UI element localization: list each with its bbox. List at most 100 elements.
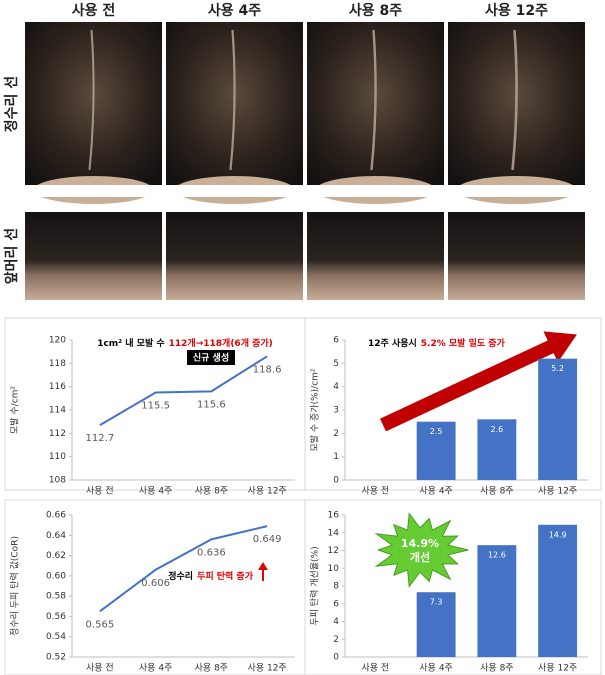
x-tick-label: 사용 전 [362,486,390,497]
value-label: 5.2 [551,364,564,373]
y-tick-label: 6 [333,336,339,346]
value-label: 0.606 [141,578,170,589]
annotation-highlight: 두피 탄력 증가 [197,570,254,582]
parting [229,29,236,171]
y-axis-label: 모발 수 증가(%)/cm² [310,368,321,451]
y-tick-label: 6 [333,599,339,609]
x-tick-label: 사용 4주 [419,663,452,674]
column-header: 사용 8주 [349,3,402,19]
value-label: 0.565 [86,619,115,630]
y-axis-label: 두피 탄력 개선율(%) [309,546,321,625]
y-tick-label: 1 [333,452,339,462]
y-tick-label: 0.60 [46,571,66,581]
column-header: 사용 전 [72,2,116,19]
bar [538,358,578,480]
value-label: 7.3 [430,598,443,607]
burst [374,512,469,588]
line [99,355,268,427]
bar [477,545,517,657]
x-tick-label: 사용 8주 [195,663,228,674]
y-tick-label: 114 [49,406,66,416]
trend-arrow [380,331,577,432]
x-tick-label: 사용 4주 [419,486,452,497]
x-tick-label: 사용 12주 [538,486,577,497]
bar [416,592,456,657]
x-tick-label: 사용 12주 [248,486,287,497]
bar [538,524,578,657]
column-header: 사용 4주 [208,3,261,19]
value-label: 112.7 [86,433,115,444]
row-label: 앞머리 선 [4,228,20,284]
y-tick-label: 0.54 [46,632,66,642]
y-tick-label: 8 [333,582,339,592]
y-tick-label: 116 [49,382,66,392]
y-tick-label: 3 [333,406,339,416]
value-label: 118.6 [253,364,282,375]
chart-title: 1cm² 내 모발 수 112개→118개(6개 증가) [97,337,273,349]
row-label: 정수리 선 [3,76,20,132]
y-tick-label: 120 [49,336,66,346]
parting [511,29,518,171]
y-axis-label: 모발 수/cm² [10,386,21,434]
x-tick-label: 사용 전 [362,663,390,674]
x-tick-label: 사용 전 [86,486,114,497]
annotation: 신규 생성 [193,352,229,364]
y-tick-label: 16 [328,511,340,521]
cover [307,185,444,197]
y-tick-label: 108 [49,476,66,486]
value-label: 0.636 [197,547,226,558]
bar [416,421,456,480]
chart-frame [304,499,602,675]
value-label: 2.5 [430,427,443,436]
x-tick-label: 사용 8주 [195,486,228,497]
front-photo [448,212,585,300]
value-label: 2.6 [491,425,504,434]
chart-frame [304,317,602,491]
y-tick-label: 12 [328,546,339,556]
title-text: 1cm² 내 모발 수 [97,337,164,349]
value-label: 12.6 [488,551,506,560]
y-tick-label: 0 [333,476,339,486]
y-tick-label: 0.56 [46,612,66,622]
y-tick-label: 0.64 [46,531,66,541]
column-header: 사용 12주 [485,3,548,19]
y-tick-label: 0.66 [46,511,66,521]
front-photo [166,212,303,300]
x-tick-label: 사용 12주 [248,663,287,674]
bar [477,419,517,480]
y-tick-label: 4 [333,617,339,627]
cover [166,185,303,197]
y-tick-label: 10 [328,564,340,574]
value-label: 115.5 [141,401,170,412]
burst-sublabel: 개선 [410,550,430,564]
y-tick-label: 0.62 [46,551,66,561]
y-tick-label: 4 [333,382,339,392]
front-photo [25,212,162,300]
title-highlight: 112개→118개(6개 증가) [169,337,273,349]
cover [25,185,162,197]
value-label: 14.9 [549,530,567,539]
photo-grid [25,22,585,300]
y-tick-label: 110 [49,452,66,462]
parting [370,29,377,171]
title-text: 12주 사용시 [368,337,417,349]
burst-label: 14.9% [401,537,439,550]
front-photo [307,212,444,300]
value-label: 0.649 [253,534,282,545]
y-tick-label: 0.58 [46,592,66,602]
y-tick-label: 2 [333,635,339,645]
annotation-box [187,350,235,365]
y-tick-label: 118 [49,359,66,369]
y-tick-label: 2 [333,429,339,439]
x-tick-label: 사용 8주 [480,486,513,497]
chart-title: 12주 사용시 5.2% 모발 밀도 증가 [368,337,506,349]
title-highlight: 5.2% 모발 밀도 증가 [421,337,506,349]
value-label: 115.6 [197,399,226,410]
x-tick-label: 사용 12주 [538,663,577,674]
y-axis-label: 정수리 두피 탄력 값(CoR) [9,536,21,636]
x-tick-label: 사용 4주 [139,486,172,497]
y-tick-label: 0 [333,653,339,663]
y-tick-label: 0.52 [46,653,66,663]
